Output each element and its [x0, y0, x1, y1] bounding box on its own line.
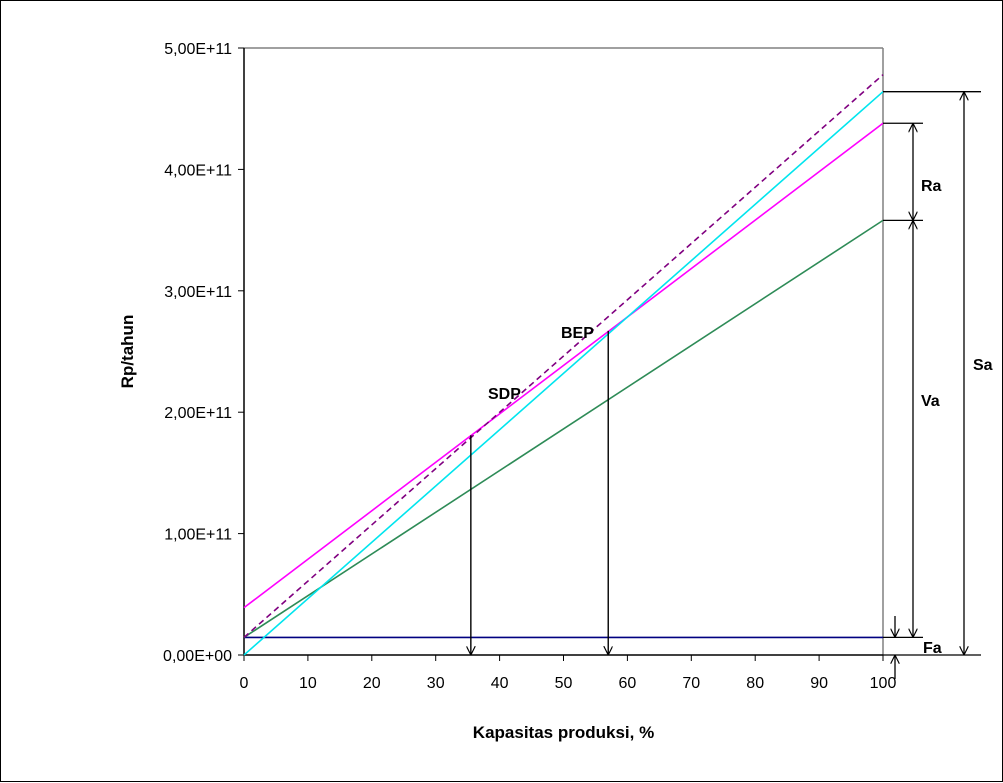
ra-label: Ra [921, 178, 942, 195]
x-tick-label: 10 [299, 675, 317, 692]
marker-group [471, 91, 981, 679]
y-tick-label: 0,00E+00 [163, 648, 232, 665]
series-line-4 [243, 91, 884, 656]
series-line-2 [243, 219, 884, 639]
y-tick-label: 4,00E+11 [164, 162, 232, 179]
x-tick-label: 40 [491, 675, 509, 692]
x-tick-label: 20 [363, 675, 381, 692]
x-tick-label: 70 [682, 675, 700, 692]
y-axis-title: Rp/tahun [118, 315, 137, 389]
y-tick-label: 5,00E+11 [164, 41, 232, 58]
y-tick-label: 1,00E+11 [164, 527, 232, 544]
x-axis-title: Kapasitas produksi, % [473, 723, 654, 742]
sdp-label: SDP [488, 386, 521, 403]
x-tick-label: 0 [240, 675, 249, 692]
y-tick-label: 3,00E+11 [164, 284, 232, 301]
x-tick-label: 100 [870, 675, 897, 692]
x-tick-label: 50 [555, 675, 573, 692]
sa-label: Sa [973, 357, 993, 374]
series-line-3 [243, 122, 884, 609]
series-group [243, 74, 884, 656]
fa-label: Fa [923, 640, 942, 657]
x-tick-label: 30 [427, 675, 445, 692]
plot-area: 0 10 20 30 40 50 60 70 80 90 100 0,00E+00 1,00E+11 2,… [163, 41, 896, 692]
series-line-5 [243, 74, 884, 638]
x-tick-label: 90 [810, 675, 828, 692]
x-tick-label: 60 [619, 675, 637, 692]
y-tick-label: 2,00E+11 [164, 405, 232, 422]
x-tick-label: 80 [746, 675, 764, 692]
va-label: Va [921, 393, 940, 410]
bep-label: BEP [561, 325, 594, 342]
